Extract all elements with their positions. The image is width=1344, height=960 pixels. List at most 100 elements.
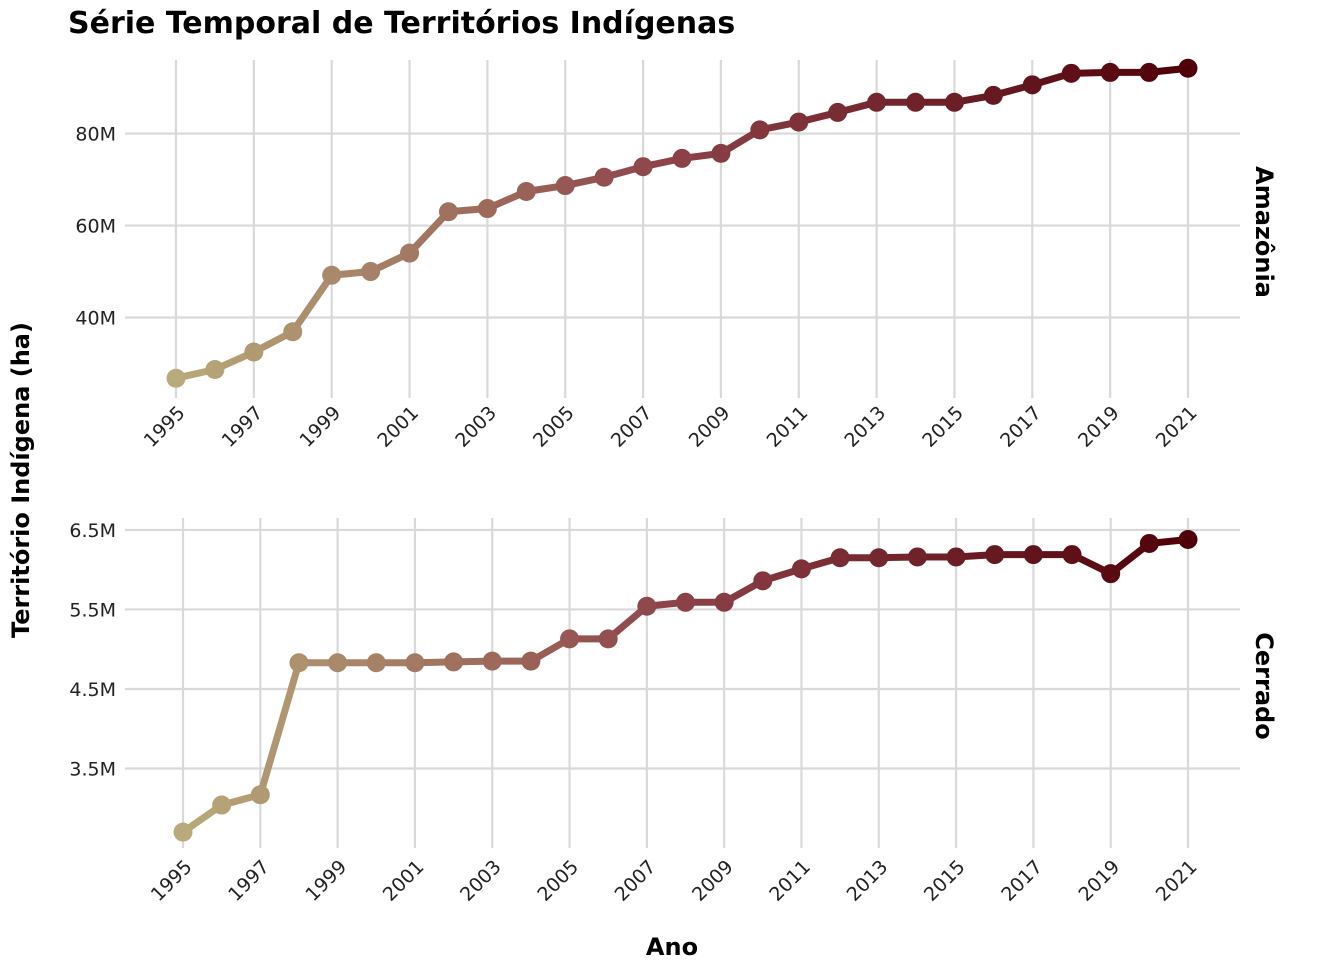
data-point	[283, 322, 303, 342]
data-point	[946, 547, 966, 567]
y-tick-label: 40M	[75, 308, 116, 330]
panel-0: 40M 60M 80M 1995 1997 1999 2001 2003 2005 2007 200…	[75, 58, 1278, 452]
data-point	[867, 92, 887, 112]
data-point	[672, 148, 692, 168]
x-axis-title: Ano	[646, 933, 698, 960]
x-tick-label: 1995	[147, 856, 197, 906]
data-point	[753, 571, 773, 591]
x-tick-label: 2011	[763, 402, 813, 452]
data-point	[1023, 545, 1043, 565]
data-point	[289, 653, 309, 673]
data-point	[361, 262, 381, 282]
x-tick-label: 2015	[918, 402, 968, 452]
x-tick-label: 2009	[685, 402, 735, 452]
y-tick-label: 6.5M	[69, 520, 116, 542]
data-point	[944, 92, 964, 112]
x-tick-label: 2011	[765, 856, 815, 906]
data-point	[750, 120, 770, 140]
x-tick-label: 2007	[607, 402, 657, 452]
data-point	[1101, 564, 1121, 584]
data-point	[637, 596, 657, 616]
y-tick-label: 3.5M	[69, 758, 116, 780]
data-point	[205, 359, 225, 379]
x-tick-label: 2013	[840, 402, 890, 452]
x-tick-label: 2017	[996, 402, 1046, 452]
panel-1: 3.5M 4.5M 5.5M 6.5M 1995 1997 1999 2001 2003 2005…	[69, 518, 1278, 906]
x-tick-label: 2009	[688, 856, 738, 906]
data-point	[1139, 62, 1159, 82]
data-point	[1061, 63, 1081, 83]
facet-strip-label: Cerrado	[1250, 632, 1278, 739]
facet-panels: 40M 60M 80M 1995 1997 1999 2001 2003 2005 2007 200…	[69, 58, 1278, 906]
data-point	[1178, 529, 1198, 549]
y-axis-title: Território Indígena (ha)	[7, 322, 35, 638]
data-point	[1062, 545, 1082, 565]
data-point	[594, 167, 614, 187]
data-point	[438, 202, 458, 222]
data-point	[521, 651, 541, 671]
data-point	[244, 342, 264, 362]
x-tick-label: 2005	[529, 402, 579, 452]
chart-title: Série Temporal de Territórios Indígenas	[68, 6, 735, 41]
data-point	[444, 652, 464, 672]
data-point	[830, 548, 850, 568]
x-tick-label: 2003	[456, 856, 506, 906]
data-point	[250, 785, 270, 805]
y-tick-label: 5.5M	[69, 599, 116, 621]
data-point	[869, 548, 889, 568]
data-point	[516, 182, 536, 202]
data-point	[711, 143, 731, 163]
x-tick-label: 2013	[843, 856, 893, 906]
x-tick-label: 2019	[1074, 402, 1124, 452]
data-point	[212, 795, 232, 815]
data-point	[166, 368, 186, 388]
x-tick-label: 2005	[533, 856, 583, 906]
data-point	[983, 85, 1003, 105]
x-tick-label: 1997	[224, 856, 274, 906]
series-line-segment	[289, 271, 336, 336]
data-point	[791, 559, 811, 579]
facet-strip-label: Amazônia	[1250, 166, 1278, 298]
data-point	[598, 629, 618, 649]
data-point	[328, 653, 348, 673]
data-point	[366, 653, 386, 673]
x-tick-label: 2007	[611, 856, 661, 906]
y-tick-label: 4.5M	[69, 679, 116, 701]
data-point	[482, 651, 502, 671]
x-tick-label: 2001	[379, 856, 429, 906]
y-tick-label: 80M	[75, 124, 116, 146]
y-tick-label: 60M	[75, 216, 116, 238]
data-point	[1022, 75, 1042, 95]
data-point	[985, 545, 1005, 565]
data-point	[676, 592, 695, 612]
data-point	[633, 157, 653, 177]
data-point	[560, 629, 580, 649]
x-tick-label: 2001	[373, 402, 423, 452]
x-tick-label: 2019	[1074, 856, 1124, 906]
data-point	[400, 243, 420, 263]
x-tick-label: 1997	[218, 402, 268, 452]
x-tick-label: 2021	[1152, 856, 1202, 906]
x-tick-label: 2021	[1152, 402, 1202, 452]
series-line-segment	[256, 659, 303, 799]
data-point	[1139, 533, 1159, 553]
data-point	[828, 102, 848, 122]
data-point	[907, 547, 927, 567]
x-tick-label: 2017	[997, 856, 1047, 906]
data-point	[714, 592, 734, 612]
x-tick-label: 1999	[301, 856, 351, 906]
data-point	[322, 265, 342, 285]
data-point	[477, 199, 497, 219]
x-tick-label: 2015	[920, 856, 970, 906]
data-point	[1100, 62, 1120, 82]
data-point	[789, 112, 809, 132]
data-point	[555, 176, 575, 196]
data-point	[906, 92, 926, 112]
data-point	[1178, 58, 1198, 78]
x-tick-label: 2003	[451, 402, 501, 452]
x-tick-label: 1999	[295, 402, 345, 452]
data-point	[173, 822, 193, 842]
x-tick-label: 1995	[140, 402, 190, 452]
data-point	[405, 653, 425, 673]
